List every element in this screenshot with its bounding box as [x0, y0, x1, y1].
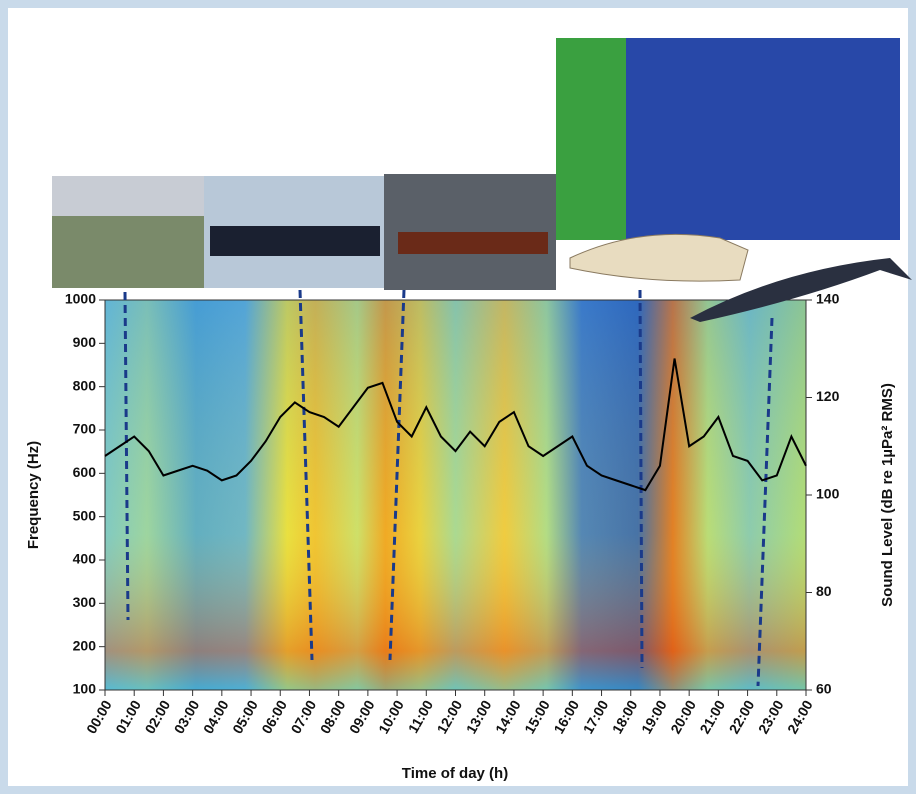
map-land	[556, 38, 626, 240]
sound-level-line	[104, 358, 807, 492]
y2-tick-label: 80	[816, 583, 832, 599]
y2-tick-label: 120	[816, 388, 840, 404]
y2-tick-label: 60	[816, 681, 832, 697]
y2-tick-label: 140	[816, 291, 840, 307]
y-tick-label: 800	[73, 377, 97, 393]
y2-axis-title: Sound Level (dB re 1µPa² RMS)	[879, 383, 896, 607]
y-axis-title: Frequency (Hz)	[25, 441, 42, 549]
ship-hull	[210, 226, 380, 256]
y-tick-label: 300	[73, 594, 97, 610]
y-tick-label: 600	[73, 464, 97, 480]
y-tick-label: 500	[73, 507, 97, 523]
ship-hull	[398, 232, 548, 254]
y-tick-label: 200	[73, 637, 97, 653]
y-tick-label: 700	[73, 421, 97, 437]
whale	[690, 258, 912, 322]
y-tick-label: 100	[73, 681, 97, 697]
x-axis-title: Time of day (h)	[402, 765, 508, 782]
y-tick-label: 1000	[65, 291, 96, 307]
y-tick-label: 400	[73, 551, 97, 567]
y2-tick-label: 100	[816, 486, 840, 502]
y-tick-label: 900	[73, 334, 97, 350]
photo-sky	[52, 176, 204, 216]
arrows	[123, 289, 774, 687]
spectrogram-shade	[105, 300, 806, 690]
fish	[569, 233, 749, 282]
